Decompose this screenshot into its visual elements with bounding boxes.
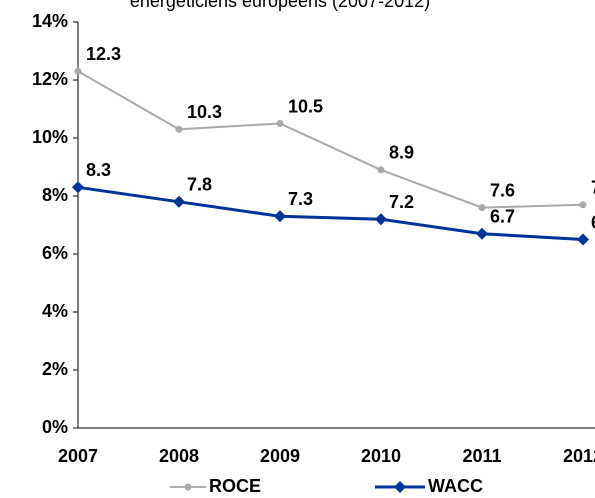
data-label: 12.3 [86, 44, 121, 64]
y-tick-label: 2% [42, 359, 68, 379]
data-label: 6.5 [591, 212, 595, 232]
data-label: 7.3 [288, 189, 313, 209]
series-line [77, 70, 584, 209]
data-label: 7.2 [389, 192, 414, 212]
point [175, 125, 183, 133]
data-label: 7.8 [187, 175, 212, 195]
x-tick-label: 2011 [462, 446, 501, 466]
point [579, 201, 587, 209]
y-tick-label: 12% [32, 69, 68, 89]
x-tick-label: 2008 [159, 446, 199, 466]
x-tick-label: 2010 [361, 446, 401, 466]
data-label: 8.3 [86, 160, 111, 180]
data-label: 10.5 [288, 96, 323, 116]
point [74, 67, 82, 75]
x-tick-label: 2007 [58, 446, 98, 466]
point [72, 181, 84, 194]
data-label: 6.7 [490, 206, 515, 226]
y-tick-label: 0% [42, 417, 68, 437]
data-label: 8.9 [389, 143, 414, 163]
y-tick-label: 6% [42, 243, 68, 263]
x-tick-label: 2009 [260, 446, 300, 466]
legend-marker [394, 481, 406, 493]
x-tick-label: 2012 [563, 446, 595, 466]
y-tick-label: 4% [42, 301, 68, 321]
legend-label: ROCE [209, 476, 261, 496]
y-tick-label: 10% [32, 127, 68, 147]
series-line [77, 185, 584, 241]
y-tick-label: 8% [42, 185, 68, 205]
point [476, 227, 488, 240]
data-label: 7.7 [591, 177, 595, 197]
point [577, 233, 589, 246]
data-label: 7.6 [490, 180, 515, 200]
point [377, 166, 385, 174]
point [173, 195, 185, 208]
point [276, 120, 284, 127]
legend-marker [184, 483, 192, 491]
y-tick-label: 14% [32, 11, 68, 31]
point [375, 213, 387, 226]
legend-label: WACC [428, 476, 483, 496]
point [274, 210, 286, 223]
chart-title: énergéticiens européens (2007-2012) [130, 0, 430, 11]
data-label: 10.3 [187, 102, 222, 122]
point [478, 204, 486, 212]
